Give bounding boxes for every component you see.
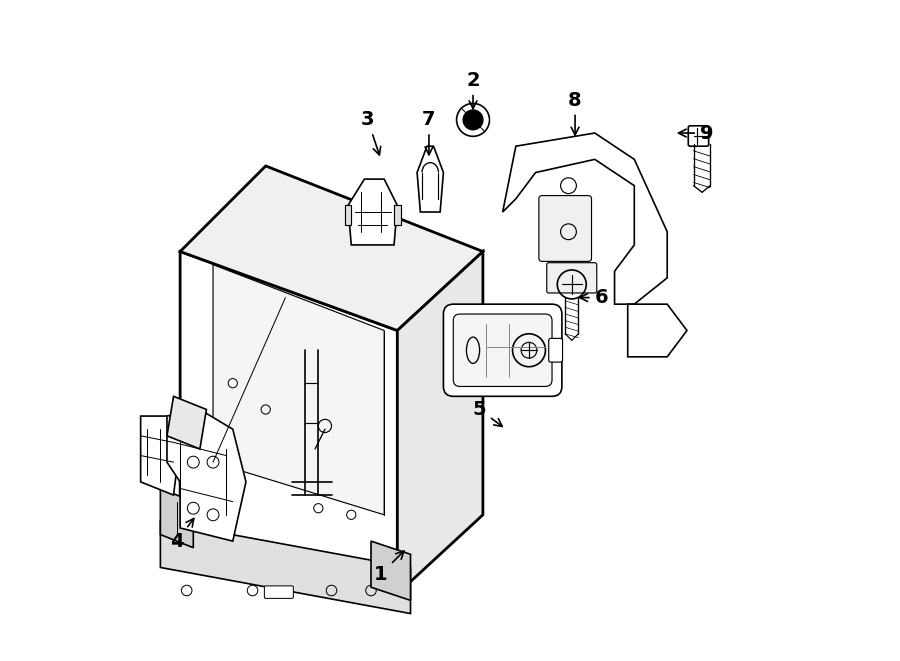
FancyBboxPatch shape	[265, 586, 293, 598]
FancyBboxPatch shape	[549, 338, 562, 362]
FancyBboxPatch shape	[539, 196, 591, 261]
Text: 5: 5	[472, 400, 502, 426]
Polygon shape	[180, 166, 483, 330]
Polygon shape	[213, 264, 384, 515]
Text: 9: 9	[679, 124, 714, 143]
Polygon shape	[627, 304, 687, 357]
Text: 3: 3	[361, 110, 381, 155]
Text: 8: 8	[568, 91, 582, 135]
Circle shape	[464, 110, 483, 130]
Text: 4: 4	[170, 518, 194, 551]
Polygon shape	[345, 206, 351, 225]
FancyBboxPatch shape	[688, 126, 708, 146]
Polygon shape	[397, 252, 483, 594]
Polygon shape	[180, 252, 397, 594]
Polygon shape	[371, 541, 410, 600]
Polygon shape	[160, 522, 410, 613]
Polygon shape	[140, 416, 180, 495]
Polygon shape	[167, 397, 206, 449]
Polygon shape	[160, 488, 194, 548]
Text: 2: 2	[466, 71, 480, 108]
Polygon shape	[417, 146, 444, 212]
Polygon shape	[503, 133, 667, 304]
Polygon shape	[348, 179, 397, 245]
FancyBboxPatch shape	[444, 304, 562, 397]
FancyBboxPatch shape	[547, 262, 597, 293]
Text: 6: 6	[580, 288, 608, 307]
Polygon shape	[167, 409, 246, 541]
Text: 7: 7	[422, 110, 436, 155]
Text: 1: 1	[374, 551, 404, 584]
FancyBboxPatch shape	[454, 314, 552, 387]
Polygon shape	[394, 206, 400, 225]
